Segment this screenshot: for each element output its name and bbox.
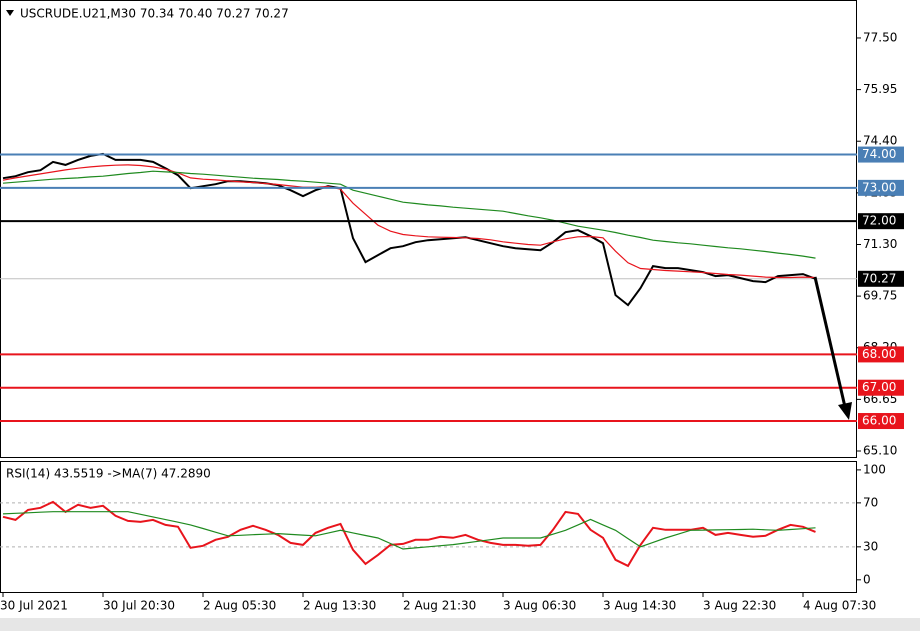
current-price-box <box>858 270 904 287</box>
y-tick-label: 69.75 <box>863 289 897 303</box>
x-tick-label: 3 Aug 06:30 <box>503 599 576 613</box>
rsi-title: RSI(14) 43.5519 ->MA(7) 47.2890 <box>6 467 211 481</box>
y-tick-label: 65.10 <box>863 444 897 458</box>
y-tick-label: 77.50 <box>863 30 897 44</box>
level-label: 74.00 <box>862 147 896 161</box>
chart-title: USCRUDE.U21,M30 70.34 70.40 70.27 70.27 <box>20 7 289 21</box>
level-box <box>858 179 904 196</box>
y-tick-label: 30 <box>863 539 878 553</box>
forecast-arrow <box>813 276 847 408</box>
y-tick-label: 74.40 <box>863 134 897 148</box>
level-box <box>858 146 904 163</box>
x-tick-label: 3 Aug 14:30 <box>603 599 676 613</box>
x-tick-label: 30 Jul 2021 <box>0 599 68 613</box>
x-tick-label: 30 Jul 20:30 <box>103 599 175 613</box>
y-tick-label: 71.30 <box>863 237 897 251</box>
price-panel <box>0 0 857 458</box>
x-tick-label: 3 Aug 22:30 <box>703 599 776 613</box>
y-tick-label: 75.95 <box>863 82 897 96</box>
series-line <box>2 152 816 307</box>
y-tick-label: 70 <box>863 495 878 509</box>
level-box <box>858 379 904 396</box>
forecast-arrowhead <box>838 402 852 420</box>
current-price-label: 70.27 <box>862 271 896 285</box>
level-label: 73.00 <box>862 180 896 194</box>
level-label: 72.00 <box>862 214 896 228</box>
y-tick-label: 0 <box>863 572 871 586</box>
rsi-panel <box>0 461 857 593</box>
level-box <box>858 346 904 363</box>
x-tick-label: 2 Aug 05:30 <box>203 599 276 613</box>
series-line <box>2 164 816 279</box>
level-label: 68.00 <box>862 347 896 361</box>
x-tick-label: 2 Aug 13:30 <box>303 599 376 613</box>
level-box <box>858 213 904 230</box>
series-line <box>2 170 816 259</box>
bottom-strip <box>0 618 920 631</box>
level-box <box>858 413 904 430</box>
level-label: 66.00 <box>862 414 896 428</box>
y-tick-label: 100 <box>863 462 886 476</box>
menu-arrow[interactable] <box>6 10 14 16</box>
series-line <box>2 511 816 550</box>
x-tick-label: 4 Aug 07:30 <box>803 599 876 613</box>
x-tick-label: 2 Aug 21:30 <box>403 599 476 613</box>
series-line <box>2 500 816 568</box>
level-label: 67.00 <box>862 380 896 394</box>
plot: 77.5075.9574.4072.8571.3069.7568.2066.65… <box>0 30 904 613</box>
